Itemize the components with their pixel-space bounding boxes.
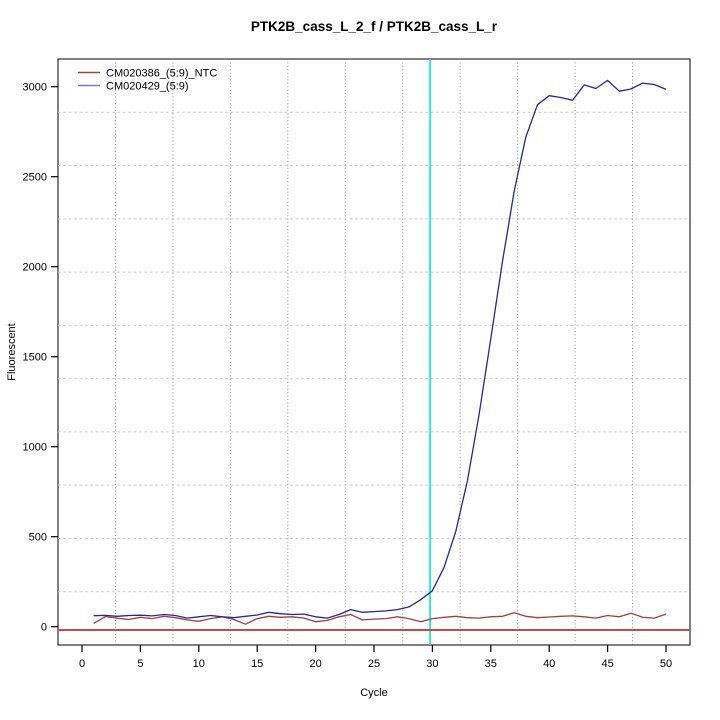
x-tick-label: 20	[309, 658, 321, 670]
x-axis-title: Cycle	[360, 687, 388, 699]
y-tick-label: 3000	[23, 82, 47, 94]
y-tick-label: 2500	[23, 172, 47, 184]
x-tick-label: 40	[543, 658, 555, 670]
y-tick-label: 0	[41, 622, 47, 634]
x-tick-label: 45	[601, 658, 613, 670]
x-tick-label: 10	[193, 658, 205, 670]
plot-border	[57, 58, 691, 646]
reference-lines	[58, 59, 690, 645]
legend: CM020386_(5:9)_NTC CM020429_(5:9)	[78, 68, 217, 93]
x-tick-label: 30	[426, 658, 438, 670]
legend-sample-label: CM020429_(5:9)	[106, 81, 189, 93]
y-tick-label: 2000	[23, 262, 47, 274]
y-tick-label: 1000	[23, 442, 47, 454]
legend-item-ntc: CM020386_(5:9)_NTC	[78, 68, 217, 80]
series-line-ntc	[93, 612, 667, 625]
x-tick-label: 25	[368, 658, 380, 670]
x-tick-label: 5	[137, 658, 143, 670]
y-axis-title: Fluorescent	[6, 323, 18, 380]
x-axis: 0 5 10 15 20 25 30 35 40 45 50	[79, 645, 672, 670]
chart-title: PTK2B_cass_L_2_f / PTK2B_cass_L_r	[251, 19, 498, 34]
x-tick-label: 0	[79, 658, 85, 670]
legend-ntc-label: CM020386_(5:9)_NTC	[106, 68, 217, 80]
series-line-sample	[93, 79, 667, 619]
y-tick-label: 1500	[23, 352, 47, 364]
grid-lines	[58, 59, 690, 645]
y-axis: 0 500 1000 1500 2000 2500 3000	[23, 82, 58, 634]
x-tick-label: 15	[251, 658, 263, 670]
y-tick-label: 500	[29, 532, 47, 544]
x-tick-label: 35	[485, 658, 497, 670]
legend-item-sample: CM020429_(5:9)	[78, 81, 189, 93]
x-tick-label: 50	[660, 658, 672, 670]
data-series	[93, 79, 667, 625]
